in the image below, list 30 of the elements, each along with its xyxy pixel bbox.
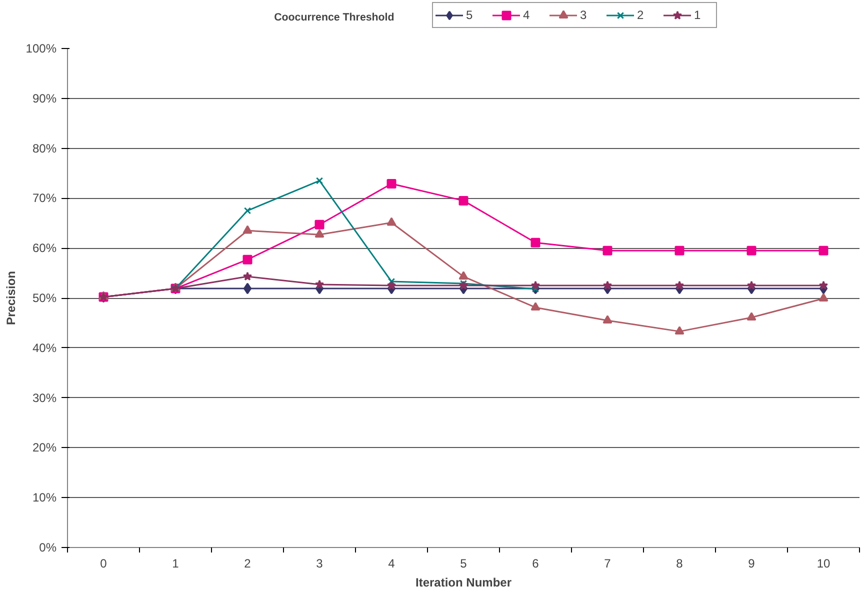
legend-label: 3	[580, 8, 588, 22]
y-tick-label: 60%	[32, 241, 57, 256]
y-tick-label: 90%	[32, 91, 57, 106]
y-tick-label: 20%	[32, 440, 57, 455]
x-tick-label: 3	[316, 556, 324, 570]
x-tick-label: 2	[244, 556, 252, 570]
y-tick-label: 40%	[32, 340, 57, 355]
y-tick-label: 70%	[32, 191, 57, 206]
y-tick-label: 30%	[32, 390, 57, 405]
y-axis-title: Precision	[4, 270, 18, 326]
y-tick-label: 50%	[32, 291, 57, 305]
legend-label: 1	[694, 8, 702, 22]
legend-title: Coocurrence Threshold	[274, 12, 394, 24]
x-tick-label: 9	[748, 556, 756, 570]
x-tick-label: 1	[172, 556, 180, 570]
x-tick-label: 10	[816, 556, 830, 570]
y-tick-label: 80%	[32, 141, 57, 156]
x-tick-label: 7	[604, 556, 612, 570]
x-tick-label: 4	[388, 556, 396, 570]
legend-label: 4	[523, 8, 531, 22]
legend-label: 2	[637, 8, 645, 22]
x-tick-label: 0	[100, 556, 108, 570]
x-tick-label: 6	[532, 556, 540, 570]
x-tick-label: 5	[460, 556, 468, 570]
y-tick-label: 10%	[32, 490, 57, 505]
y-tick-label: 100%	[26, 42, 57, 56]
y-tick-label: 0%	[39, 540, 57, 554]
x-axis-title: Iteration Number	[415, 576, 512, 590]
legend-label: 5	[466, 8, 474, 22]
x-tick-label: 8	[676, 556, 684, 570]
